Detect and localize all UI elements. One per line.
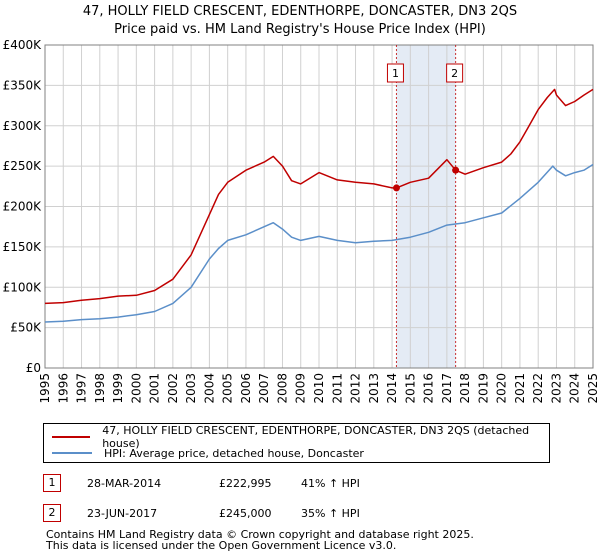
legend-item-hpi: HPI: Average price, detached house, Donc…	[52, 445, 364, 461]
y-tick-label: £250K	[3, 159, 43, 173]
transaction-hpi-change: 41% ↑ HPI	[301, 477, 360, 490]
y-tick-label: £150K	[3, 240, 43, 254]
transaction-price: £222,995	[219, 477, 272, 490]
marker-label: 1	[392, 67, 399, 80]
plot-frame	[44, 44, 594, 369]
x-tick-label: 2022	[531, 373, 545, 404]
x-tick-label: 2007	[257, 373, 271, 404]
x-tick-label: 1998	[93, 373, 107, 404]
y-tick-label: £300K	[3, 119, 43, 133]
x-tick-label: 2003	[184, 373, 198, 404]
y-tick-label: £50K	[10, 321, 42, 335]
x-tick-label: 2008	[275, 373, 289, 404]
x-tick-label: 2000	[129, 373, 143, 404]
marker-label: 2	[451, 67, 458, 80]
transaction-number-badge: 2	[43, 504, 61, 522]
marker-label-box	[386, 63, 404, 83]
transaction-point	[452, 166, 460, 174]
transaction-date: 23-JUN-2017	[87, 507, 158, 520]
x-tick-label: 2017	[440, 373, 454, 404]
legend-line-property	[52, 436, 91, 438]
x-tick-label: 2019	[476, 373, 490, 404]
x-tick-label: 2010	[312, 373, 326, 404]
x-tick-label: 2001	[148, 373, 162, 404]
legend-item-property: 47, HOLLY FIELD CRESCENT, EDENTHORPE, DO…	[52, 424, 549, 450]
x-tick-label: 2009	[294, 373, 308, 404]
transaction-number-badge: 1	[43, 474, 61, 492]
x-tick-label: 2023	[549, 373, 563, 404]
x-tick-label: 1995	[38, 373, 52, 404]
x-tick-label: 2012	[349, 373, 363, 404]
legend-line-hpi	[52, 452, 92, 454]
legend-label-hpi: HPI: Average price, detached house, Donc…	[104, 446, 364, 460]
transaction-hpi-change: 35% ↑ HPI	[301, 507, 360, 520]
x-tick-label: 1997	[75, 373, 89, 404]
transaction-price: £245,000	[219, 507, 272, 520]
x-tick-label: 2005	[221, 373, 235, 404]
x-tick-label: 2013	[367, 373, 381, 404]
marker-label-box	[446, 63, 464, 83]
x-tick-label: 1996	[56, 373, 70, 404]
y-tick-label: £200K	[3, 200, 43, 214]
legend: 47, HOLLY FIELD CRESCENT, EDENTHORPE, DO…	[43, 423, 550, 463]
chart-subtitle: Price paid vs. HM Land Registry's House …	[114, 22, 486, 37]
transaction-date: 28-MAR-2014	[87, 477, 162, 490]
table-row: 2 23-JUN-2017 £245,000 35% ↑ HPI	[43, 504, 563, 524]
chart-title: 47, HOLLY FIELD CRESCENT, EDENTHORPE, DO…	[83, 4, 517, 19]
footer-line-2: This data is licensed under the Open Gov…	[46, 539, 397, 552]
x-tick-label: 2018	[458, 373, 472, 404]
x-tick-label: 2016	[422, 373, 436, 404]
legend-label-property: 47, HOLLY FIELD CRESCENT, EDENTHORPE, DO…	[102, 424, 530, 450]
footer-attribution: Contains HM Land Registry data © Crown c…	[46, 529, 474, 551]
x-tick-label: 2014	[385, 373, 399, 404]
transaction-point	[392, 184, 400, 192]
x-tick-label: 2020	[495, 373, 509, 404]
y-tick-label: £350K	[3, 78, 43, 92]
footer-line-1: Contains HM Land Registry data © Crown c…	[46, 528, 474, 541]
x-tick-label: 2004	[202, 373, 216, 404]
x-tick-label: 1999	[111, 373, 125, 404]
hpi-line	[44, 163, 594, 323]
table-row: 1 28-MAR-2014 £222,995 41% ↑ HPI	[43, 474, 563, 494]
y-tick-label: £0	[26, 361, 41, 375]
x-tick-label: 2025	[586, 373, 600, 404]
price-chart: 47, HOLLY FIELD CRESCENT, EDENTHORPE, DO…	[3, 4, 600, 404]
x-tick-label: 2015	[403, 373, 417, 404]
x-tick-label: 2024	[568, 373, 582, 404]
x-tick-label: 2006	[239, 373, 253, 404]
y-tick-label: £100K	[3, 280, 43, 294]
x-tick-label: 2002	[166, 373, 180, 404]
property-price-line	[44, 88, 594, 305]
x-tick-label: 2021	[513, 373, 527, 404]
y-tick-label: £400K	[3, 38, 43, 52]
x-tick-label: 2011	[330, 373, 344, 404]
